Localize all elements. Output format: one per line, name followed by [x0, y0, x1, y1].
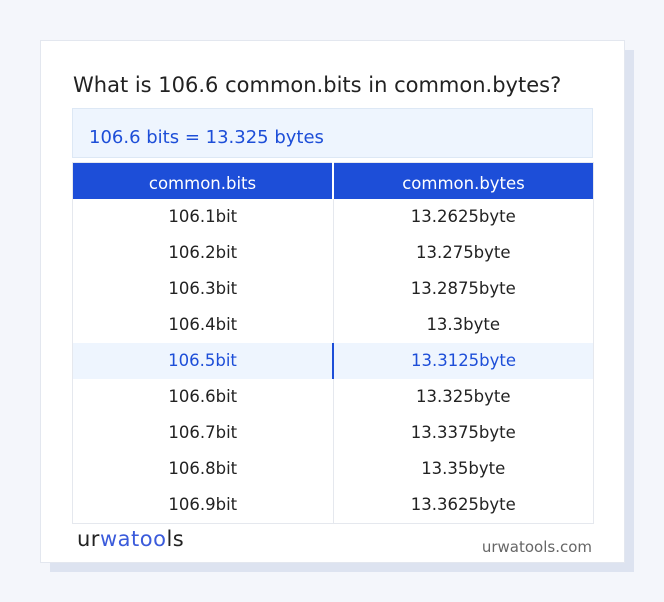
table-row: 106.4bit 13.3byte — [73, 306, 594, 343]
table-row: 106.3bit 13.2875byte — [73, 270, 594, 307]
bytes-cell: 13.3625byte — [332, 486, 594, 523]
bytes-cell: 13.275byte — [332, 234, 594, 271]
site-url: urwatools.com — [481, 538, 592, 556]
bytes-cell: 13.3byte — [332, 306, 594, 343]
bits-cell: 106.8bit — [168, 459, 238, 478]
bits-cell: 106.9bit — [168, 495, 238, 514]
bits-cell: 106.7bit — [168, 423, 238, 442]
bits-cell: 106.5bit — [72, 342, 333, 379]
bits-cell: 106.4bit — [168, 315, 238, 334]
bits-cell: 106.1bit — [168, 207, 238, 226]
table-row: 106.6bit 13.325byte — [73, 378, 594, 415]
bytes-cell: 13.325byte — [332, 378, 594, 415]
bytes-cell: 13.3375byte — [332, 414, 594, 451]
table-row: 106.5bit 13.3125byte — [72, 342, 594, 379]
result-text: 106.6 bits = 13.325 bytes — [89, 127, 324, 148]
bytes-cell: 13.2625byte — [332, 198, 594, 235]
bytes-cell: 13.3125byte — [332, 342, 594, 379]
bytes-cell: 13.2875byte — [332, 270, 594, 307]
result-box: 106.6 bits = 13.325 bytes — [72, 108, 593, 158]
table-row: 106.7bit 13.3375byte — [73, 414, 594, 451]
table-row: 106.1bit 13.2625byte — [73, 198, 594, 235]
converter-card: What is 106.6 common.bits in common.byte… — [40, 40, 625, 563]
urwatools-logo: urwatools — [77, 527, 185, 551]
page-title: What is 106.6 common.bits in common.byte… — [73, 73, 562, 97]
bits-cell: 106.6bit — [168, 387, 238, 406]
column-header-bytes: common.bytes — [332, 162, 594, 199]
column-header-bits: common.bits — [72, 162, 333, 199]
bits-cell: 106.2bit — [168, 243, 238, 262]
bits-cell: 106.3bit — [168, 279, 238, 298]
table-row: 106.2bit 13.275byte — [73, 234, 594, 271]
bytes-cell: 13.35byte — [332, 450, 594, 487]
table-row: 106.8bit 13.35byte — [73, 450, 594, 487]
table-row: 106.9bit 13.3625byte — [73, 486, 594, 523]
conversion-table: common.bits common.bytes 106.1bit 13.2625… — [72, 162, 594, 524]
